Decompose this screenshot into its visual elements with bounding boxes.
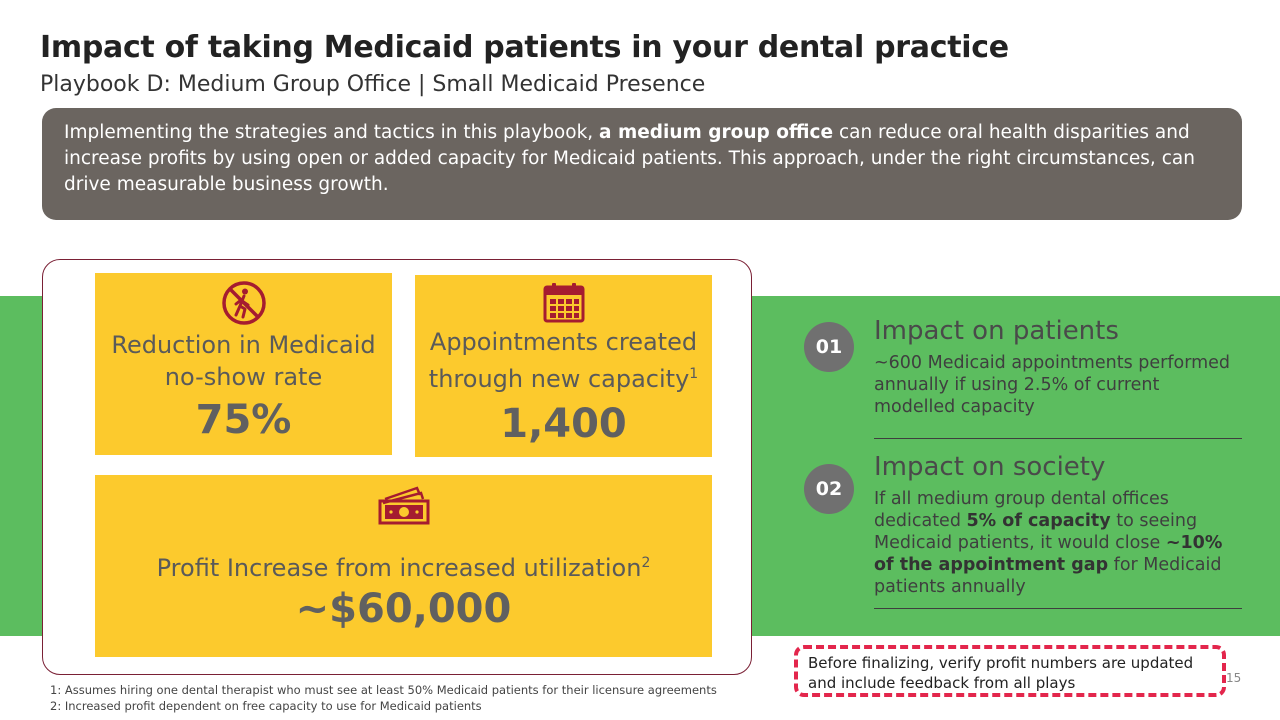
impact-body-bold: ~10% of the appointment gap — [874, 533, 1223, 575]
tile-no-show-rate: Reduction in Medicaid no-show rate 75% — [95, 273, 392, 455]
divider — [874, 608, 1242, 609]
footnote-1: 1: Assumes hiring one dental therapist w… — [50, 683, 717, 697]
impact-body-text: to seeing Medicaid patients, it would cl… — [874, 511, 1198, 553]
impact-heading: Impact on society — [874, 452, 1106, 482]
intro-text-2: can reduce oral health disparities and i… — [64, 122, 1195, 195]
intro-text-bold: a medium group office — [599, 122, 834, 143]
no-walking-icon — [221, 281, 266, 325]
tile-value: ~$60,000 — [295, 586, 512, 632]
divider — [874, 438, 1242, 439]
tile-label: Profit Increase from increased utilizati… — [95, 547, 712, 584]
tile-value: 75% — [195, 397, 292, 443]
impact-body-text: for Medicaid patients annually — [874, 555, 1222, 597]
impact-number-badge: 02 — [804, 464, 854, 514]
impact-patients: 01 Impact on patients ~600 Medicaid appo… — [804, 316, 1244, 446]
calendar-icon — [543, 283, 584, 323]
tile-label-text: Profit Increase from increased utilizati… — [156, 554, 642, 582]
tile-value: 1,400 — [500, 401, 627, 447]
page-title: Impact of taking Medicaid patients in yo… — [40, 30, 1009, 65]
impact-body-bold: 5% of capacity — [966, 511, 1111, 531]
tile-appointments: Appointments created through new capacit… — [415, 275, 712, 457]
review-note: Before finalizing, verify profit numbers… — [794, 645, 1226, 697]
impact-body: If all medium group dental offices dedic… — [874, 488, 1244, 598]
impact-number-badge: 01 — [804, 322, 854, 372]
impact-body-text: If all medium group dental offices dedic… — [874, 489, 1169, 531]
footnote-ref: 1 — [689, 366, 699, 382]
tile-label: Appointments created through new capacit… — [415, 326, 712, 395]
tile-profit: Profit Increase from increased utilizati… — [95, 475, 712, 657]
tile-label: Reduction in Medicaid no-show rate — [111, 331, 376, 391]
page-subtitle: Playbook D: Medium Group Office | Small … — [40, 72, 706, 97]
tile-label-text: Appointments created through new capacit… — [428, 328, 698, 393]
intro-text-1: Implementing the strategies and tactics … — [64, 122, 600, 143]
impact-body: ~600 Medicaid appointments performed ann… — [874, 353, 1230, 417]
footnote-2: 2: Increased profit dependent on free ca… — [50, 699, 482, 713]
intro-box: Implementing the strategies and tactics … — [42, 108, 1242, 220]
footnote-ref: 2 — [641, 555, 651, 571]
cash-icon — [378, 486, 429, 525]
impact-heading: Impact on patients — [874, 316, 1119, 346]
page-number: 15 — [1226, 671, 1242, 685]
impact-society: 02 Impact on society If all medium group… — [804, 452, 1244, 612]
